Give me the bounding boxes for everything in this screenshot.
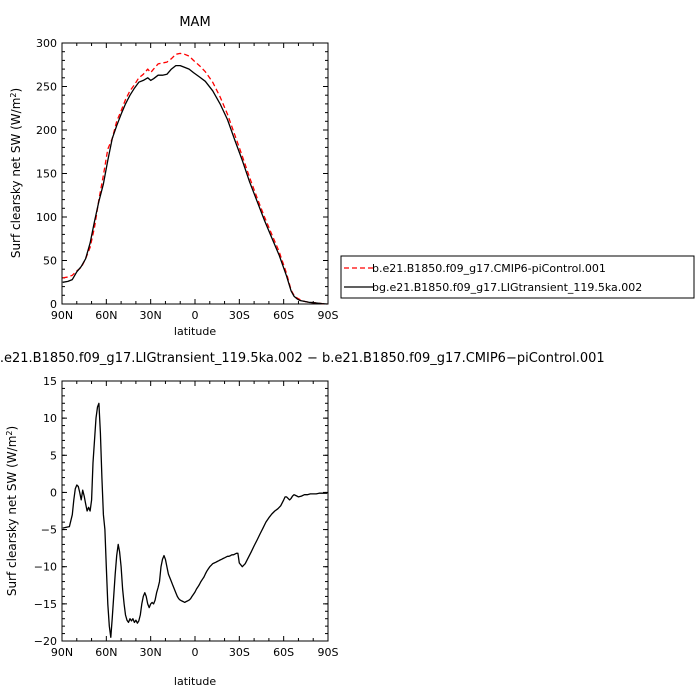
top-series-line-1 <box>62 64 328 305</box>
bottom-y-tick-label: −15 <box>34 598 57 611</box>
top-x-tick-label: 30S <box>229 309 250 322</box>
top-y-tick-label: 250 <box>36 81 57 94</box>
top-series-line-0 <box>62 52 328 305</box>
top-y-tick-label: 50 <box>43 255 57 268</box>
top-panel: MAM 90N 60N 30N 0 30S 60S 90S 0 50 100 150 200 250 30… <box>9 15 339 338</box>
top-panel-title: MAM <box>179 15 210 30</box>
bottom-panel: bg.e21.B1850.f09_g17.LIGtransient_119.5k… <box>0 351 605 688</box>
top-plot-frame <box>61 42 329 305</box>
bottom-y-axis-label: Surf clearsky net SW (W/m2) <box>5 426 20 596</box>
top-x-tick-label: 90N <box>51 309 73 322</box>
bottom-x-tick-label: 30N <box>140 646 162 659</box>
bottom-x-tick-label: 30S <box>229 646 250 659</box>
bottom-y-tick-label: 10 <box>43 412 57 425</box>
bottom-x-tick-label: 90S <box>318 646 339 659</box>
top-y-axis-label: Surf clearsky net SW (W/m2) <box>9 88 24 258</box>
top-x-tick-label: 60S <box>273 309 294 322</box>
bottom-y-tick-label: 0 <box>50 486 57 499</box>
bottom-panel-title: bg.e21.B1850.f09_g17.LIGtransient_119.5k… <box>0 351 605 366</box>
top-x-tick-label: 30N <box>140 309 162 322</box>
top-x-axis-label: latitude <box>174 325 216 338</box>
bottom-x-tick-label: 0 <box>192 646 199 659</box>
top-y-tick-label: 300 <box>36 37 57 50</box>
bottom-y-tick-label: −20 <box>34 635 57 648</box>
bottom-x-tick-label: 60S <box>273 646 294 659</box>
top-y-tick-label: 200 <box>36 124 57 137</box>
bottom-plot-frame <box>61 380 329 642</box>
legend-label-ligtransient: bg.e21.B1850.f09_g17.LIGtransient_119.5k… <box>372 281 642 294</box>
bottom-y-tick-label: 15 <box>43 375 57 388</box>
bottom-axis-ticks: 90N 60N 30N 0 30S 60S 90S −20 −15 −10 −5 0 5 10 15 <box>34 375 339 659</box>
top-x-tick-label: 90S <box>318 309 339 322</box>
bottom-x-tick-label: 60N <box>95 646 117 659</box>
bottom-series-lines <box>62 402 328 638</box>
top-y-tick-label: 150 <box>36 168 57 181</box>
bottom-series-line-0 <box>62 402 328 638</box>
top-axis-ticks: 90N 60N 30N 0 30S 60S 90S 0 50 100 150 200 250 300 <box>36 37 339 322</box>
top-x-tick-label: 0 <box>192 309 199 322</box>
bottom-y-tick-label: 5 <box>50 449 57 462</box>
top-y-tick-label: 100 <box>36 211 57 224</box>
bottom-y-tick-label: −10 <box>34 561 57 574</box>
legend-label-picontrol: b.e21.B1850.f09_g17.CMIP6-piControl.001 <box>372 262 606 275</box>
bottom-x-axis-label: latitude <box>174 675 216 688</box>
legend-box <box>340 255 695 299</box>
legend: b.e21.B1850.f09_g17.CMIP6-piControl.001 … <box>340 255 695 299</box>
top-y-tick-label: 0 <box>50 298 57 311</box>
bottom-y-tick-label: −5 <box>41 524 57 537</box>
bottom-x-tick-label: 90N <box>51 646 73 659</box>
top-x-tick-label: 60N <box>95 309 117 322</box>
top-series-lines <box>62 52 328 305</box>
